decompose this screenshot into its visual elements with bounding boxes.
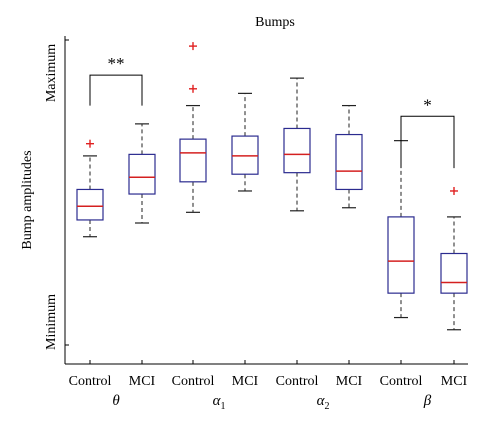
x-tick-label-1: MCI: [129, 374, 156, 389]
chart-title: Bumps: [255, 15, 295, 30]
group-label-symbol: θ: [112, 393, 120, 409]
group-label-symbol: β: [423, 393, 432, 409]
box-5: [335, 104, 363, 209]
bracket-line: [400, 115, 455, 169]
iqr-box: [128, 153, 156, 195]
iqr-box: [76, 188, 104, 221]
x-tick-label-3: MCI: [232, 374, 259, 389]
group-label-subscript: 1: [220, 401, 225, 412]
iqr-box: [387, 216, 415, 294]
box-7: [440, 186, 468, 331]
significance-label: **: [108, 54, 125, 73]
iqr-box: [179, 138, 207, 183]
x-tick-label-7: MCI: [441, 374, 468, 389]
y-tick-label-maximum: Maximum: [44, 44, 59, 102]
x-tick-labels: Control MCI Control MCI Control MCI Control MCI: [69, 374, 468, 389]
group-labels: θ α1 α2 β: [112, 393, 431, 412]
x-tick-label-2: Control: [172, 374, 215, 389]
significance-markers: ***: [89, 54, 455, 169]
group-label-1: α1: [213, 393, 226, 412]
x-tick-label-0: Control: [69, 374, 112, 389]
y-axis-label: Bump amplitudes: [20, 150, 35, 249]
box-0: [76, 139, 104, 238]
group-label-subscript: 2: [324, 401, 329, 412]
bracket-line: [89, 74, 143, 106]
x-tick-label-5: MCI: [336, 374, 363, 389]
iqr-box: [231, 135, 259, 175]
box-1: [128, 123, 156, 224]
x-tick-label-6: Control: [380, 374, 423, 389]
significance-label: *: [423, 95, 432, 114]
group-label-symbol: α: [213, 393, 222, 409]
box-2: [179, 42, 207, 213]
iqr-box: [335, 133, 363, 191]
group-label-3: β: [423, 393, 432, 409]
x-tick-label-4: Control: [276, 374, 319, 389]
y-tick-label-minimum: Minimum: [44, 294, 59, 350]
chart-labels: Bumps Bump amplitudes Maximum Minimum: [20, 15, 295, 350]
box-4: [283, 77, 311, 212]
axes: [64, 36, 468, 365]
group-label-0: θ: [112, 393, 120, 409]
iqr-box: [440, 252, 468, 294]
box-series: [76, 42, 468, 331]
box-3: [231, 92, 259, 192]
box-6: [387, 140, 415, 319]
significance-bracket-0: **: [89, 54, 143, 106]
significance-bracket-1: *: [400, 95, 455, 169]
group-label-symbol: α: [317, 393, 326, 409]
iqr-box: [283, 127, 311, 174]
group-label-2: α2: [317, 393, 330, 412]
